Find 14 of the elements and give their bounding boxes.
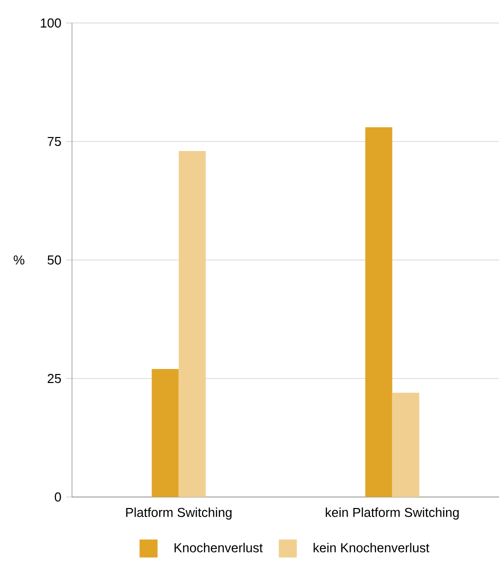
- y-tick-label: 75: [48, 136, 61, 146]
- x-tick-label: kein Platform Switching: [326, 508, 459, 520]
- bar: [365, 127, 392, 497]
- legend-label: Knochenverlust: [174, 542, 263, 552]
- bar: [178, 150, 206, 497]
- y-tick-label: 50: [48, 255, 61, 265]
- y-axis-title: %: [14, 255, 24, 265]
- bar: [152, 369, 179, 497]
- bar: [392, 392, 420, 497]
- legend-label: kein Knochenverlust: [314, 542, 430, 552]
- y-tick-label: 0: [54, 492, 61, 502]
- y-tick-label: 25: [48, 374, 61, 384]
- y-tick-label: 100: [40, 18, 61, 28]
- x-tick-label: Platform Switching: [126, 508, 232, 520]
